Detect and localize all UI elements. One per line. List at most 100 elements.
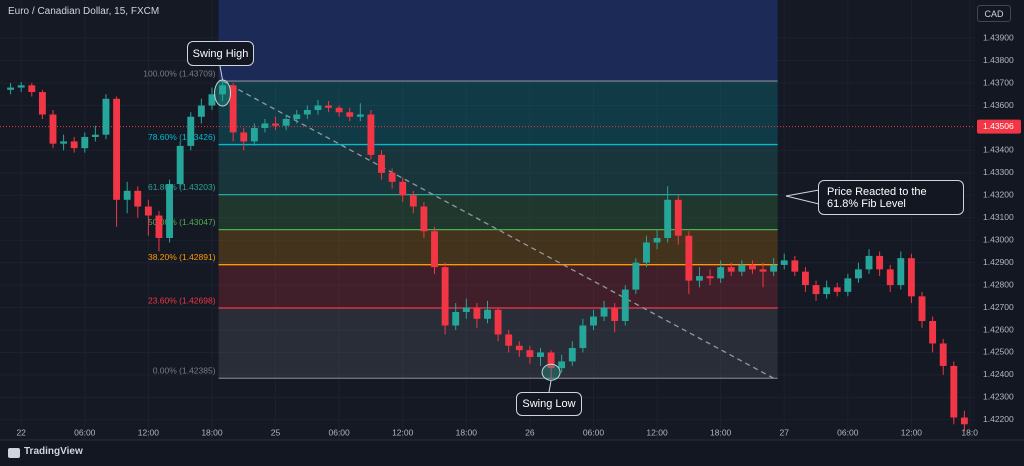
- candle-body: [473, 307, 481, 319]
- candle-body: [611, 307, 619, 322]
- candle-body: [833, 287, 841, 292]
- candle-body: [367, 114, 375, 155]
- y-tick-label: 1.42500: [983, 347, 1014, 357]
- x-tick-label: 06:00: [74, 427, 96, 437]
- callout-pointer: [785, 189, 820, 205]
- candle-body: [187, 116, 195, 146]
- candle-body: [844, 278, 852, 292]
- candle-body: [113, 98, 121, 200]
- fib-zone: [218, 144, 778, 195]
- candle-body: [420, 206, 428, 232]
- candle-body: [484, 309, 491, 319]
- y-tick-label: 1.42700: [983, 302, 1014, 312]
- candle-body: [28, 85, 36, 93]
- candle-body: [176, 145, 184, 185]
- candle-body: [515, 345, 523, 351]
- y-tick-label: 1.43300: [983, 167, 1014, 177]
- candle-body: [770, 264, 778, 272]
- candle-body: [7, 87, 15, 90]
- x-tick-label: 18:00: [201, 427, 223, 437]
- candle-body: [356, 114, 364, 117]
- x-tick-label: 06:00: [583, 427, 605, 437]
- candle-body: [568, 347, 576, 362]
- candle-body: [123, 190, 131, 200]
- fib-zone: [218, 229, 778, 265]
- y-tick-label: 1.43000: [983, 234, 1014, 244]
- candle-body: [918, 296, 926, 322]
- fib-label: 78.60% (1.43426): [148, 132, 216, 142]
- candle-body: [166, 184, 174, 238]
- fib-zone: [218, 81, 778, 145]
- x-tick-label: 06:00: [837, 427, 859, 437]
- candle-body: [250, 127, 258, 142]
- y-tick-label: 1.43200: [983, 190, 1014, 200]
- fib-label: 50.00% (1.43047): [148, 217, 216, 227]
- candle-body: [409, 195, 417, 207]
- candle-body: [155, 215, 163, 238]
- candle-body: [558, 361, 566, 369]
- x-tick-label: 12:00: [901, 427, 923, 437]
- candle-body: [907, 258, 915, 297]
- candle-body: [505, 334, 513, 346]
- candle-body: [303, 110, 311, 115]
- candle-body: [346, 112, 354, 117]
- fib-zone: [218, 264, 778, 308]
- candle-body: [579, 325, 587, 348]
- candle-body: [717, 267, 725, 279]
- currency-button[interactable]: CAD: [977, 5, 1011, 22]
- candle-body: [759, 269, 767, 272]
- last-price-tag: [977, 119, 1021, 134]
- candle-body: [208, 94, 216, 106]
- x-tick-label: 18:00: [456, 427, 478, 437]
- y-tick-label: 1.43400: [983, 145, 1014, 155]
- swing-marker: [214, 79, 232, 107]
- x-tick-label: 27: [780, 427, 790, 437]
- candle-body: [197, 105, 205, 117]
- candle-body: [939, 343, 947, 366]
- candle-body: [81, 136, 89, 149]
- candle-body: [219, 85, 226, 95]
- candle-body: [134, 190, 142, 207]
- x-tick-label: 18:00: [710, 427, 732, 437]
- candle-body: [749, 264, 756, 270]
- annotation: Price Reacted to the 61.8% Fib Level: [818, 180, 964, 215]
- x-tick-label: 12:00: [646, 427, 668, 437]
- candle-body: [653, 237, 661, 243]
- candle-body: [229, 85, 237, 133]
- y-tick-label: 1.42600: [983, 324, 1014, 334]
- x-tick-label: 18:0: [961, 427, 978, 437]
- candle-body: [643, 242, 650, 263]
- swing-marker: [541, 363, 561, 381]
- y-tick-label: 1.43100: [983, 212, 1014, 222]
- fib-label: 61.80% (1.43203): [148, 182, 216, 192]
- candle-body: [600, 307, 608, 317]
- annotation: Swing Low: [516, 392, 582, 416]
- candle-body: [272, 123, 279, 126]
- candle-body: [60, 141, 68, 144]
- x-tick-label: 25: [271, 427, 281, 437]
- fib-zone: [218, 194, 778, 230]
- logo: [8, 448, 20, 458]
- price-axis: [975, 0, 1024, 440]
- x-tick-label: 26: [525, 427, 535, 437]
- x-tick-label: 06:00: [328, 427, 350, 437]
- candle-body: [812, 285, 820, 295]
- fib-label: 100.00% (1.43709): [143, 68, 215, 78]
- candle-body: [526, 350, 534, 357]
- candle-body: [547, 352, 555, 369]
- candle-body: [452, 312, 460, 326]
- brand: TradingView: [24, 446, 83, 457]
- candle-body: [823, 287, 831, 295]
- candle-body: [462, 307, 470, 313]
- candle-body: [696, 276, 703, 281]
- candle-body: [886, 269, 894, 286]
- candle-body: [865, 255, 873, 270]
- candle-body: [282, 118, 290, 126]
- candle-body: [929, 321, 937, 344]
- candle-body: [632, 262, 640, 290]
- candle-body: [102, 98, 110, 135]
- candle-body: [897, 258, 905, 286]
- candle-body: [876, 255, 884, 270]
- y-tick-label: 1.42200: [983, 414, 1014, 424]
